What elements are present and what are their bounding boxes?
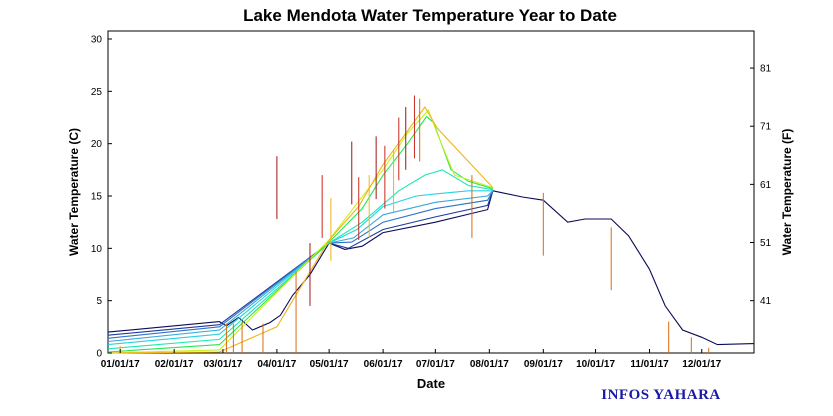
series-line-8 bbox=[107, 109, 493, 354]
xtick-label-4: 05/01/17 bbox=[310, 359, 349, 370]
xtick-label-2: 03/01/17 bbox=[203, 359, 242, 370]
xtick-label-0: 01/01/17 bbox=[101, 359, 140, 370]
infos-yahara-watermark: INFOS YAHARA bbox=[601, 387, 721, 403]
series-line-9 bbox=[107, 105, 494, 354]
ytick-c-label-2: 10 bbox=[91, 244, 103, 255]
ytick-f-label-4: 81 bbox=[760, 64, 772, 75]
series-line-6 bbox=[107, 169, 493, 350]
series-line-7 bbox=[107, 115, 493, 353]
ytick-f-label-0: 41 bbox=[760, 296, 772, 307]
series-line-3 bbox=[107, 190, 494, 339]
ytick-c-label-0: 0 bbox=[96, 349, 102, 360]
series-line-1 bbox=[107, 190, 755, 346]
sensor-spikes bbox=[119, 95, 710, 353]
ytick-f-label-3: 71 bbox=[760, 122, 772, 133]
y-axis-label-right: Water Temperature (F) bbox=[780, 129, 794, 256]
ytick-c-label-1: 5 bbox=[96, 296, 102, 307]
series-lines bbox=[107, 105, 755, 354]
x-axis: 01/01/17 02/01/17 03/01/17 04/01/17 05/01/17… bbox=[101, 349, 722, 370]
xtick-label-7: 08/01/17 bbox=[470, 359, 509, 370]
left-axis: 0 5 10 15 20 25 30 bbox=[91, 35, 112, 360]
xtick-label-3: 04/01/17 bbox=[257, 359, 296, 370]
right-axis: 41 51 61 71 81 bbox=[750, 64, 772, 307]
xtick-label-6: 07/01/17 bbox=[416, 359, 455, 370]
xtick-label-10: 11/01/17 bbox=[630, 359, 669, 370]
xtick-label-11: 12/01/17 bbox=[682, 359, 721, 370]
ytick-c-label-6: 30 bbox=[91, 35, 103, 46]
chart-title: Lake Mendota Water Temperature Year to D… bbox=[243, 6, 617, 25]
series-line-5 bbox=[107, 190, 493, 346]
x-axis-label: Date bbox=[417, 376, 445, 391]
series-line-2 bbox=[107, 190, 494, 336]
ytick-c-label-3: 15 bbox=[91, 192, 103, 203]
series-line-4 bbox=[107, 190, 494, 343]
xtick-label-1: 02/01/17 bbox=[155, 359, 194, 370]
xtick-label-8: 09/01/17 bbox=[524, 359, 563, 370]
ytick-f-label-2: 61 bbox=[760, 180, 772, 191]
ytick-c-label-4: 20 bbox=[91, 139, 103, 150]
ytick-c-label-5: 25 bbox=[91, 87, 103, 98]
xtick-label-5: 06/01/17 bbox=[364, 359, 403, 370]
plot-frame bbox=[107, 30, 755, 354]
xtick-label-9: 10/01/17 bbox=[576, 359, 615, 370]
ytick-f-label-1: 51 bbox=[760, 238, 772, 249]
y-axis-label-left: Water Temperature (C) bbox=[67, 128, 81, 256]
